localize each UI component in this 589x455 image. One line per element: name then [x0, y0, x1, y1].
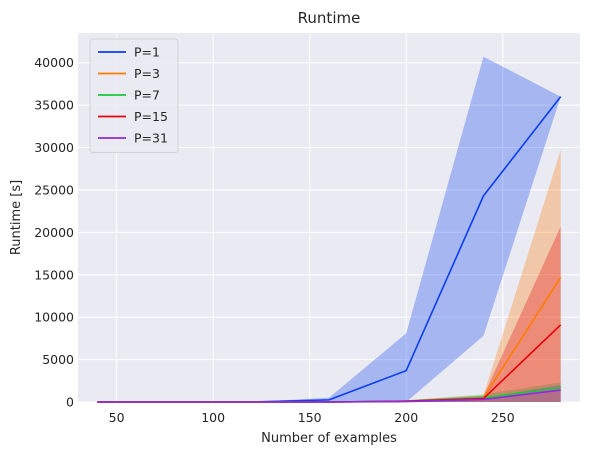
y-tick-label: 25000 — [34, 182, 74, 197]
legend: P=1 P=3 P=7 P=15 P=31 — [89, 38, 179, 153]
chart-title: Runtime — [298, 9, 361, 27]
y-tick-label: 15000 — [34, 267, 74, 282]
y-tick-label: 40000 — [34, 55, 74, 70]
confidence-bands — [97, 56, 561, 403]
legend-label: P=31 — [134, 131, 168, 146]
series-lines — [97, 96, 562, 403]
grid-lines — [78, 33, 580, 403]
legend-label: P=3 — [134, 66, 160, 81]
legend-label: P=1 — [134, 45, 160, 60]
x-tick-label: 100 — [201, 410, 225, 425]
y-tick-label: 20000 — [34, 225, 74, 240]
band-p-31 — [97, 385, 561, 402]
y-tick-label: 10000 — [34, 310, 74, 325]
y-axis-label: Runtime [s] — [9, 180, 24, 255]
y-tick-label: 35000 — [34, 98, 74, 113]
x-tick-label: 250 — [491, 410, 515, 425]
band-p-3 — [97, 150, 561, 402]
y-tick-label: 0 — [66, 395, 74, 410]
band-p-1 — [97, 56, 561, 403]
line-p-31 — [97, 389, 561, 403]
y-tick-label: 5000 — [42, 352, 74, 367]
legend-box — [89, 38, 179, 153]
legend-label: P=15 — [134, 109, 168, 124]
x-axis-label: Number of examples — [261, 431, 397, 446]
legend-label: P=7 — [134, 88, 160, 103]
x-tick-label: 50 — [109, 410, 125, 425]
band-p-7 — [97, 382, 561, 402]
x-tick-label: 150 — [298, 410, 322, 425]
x-axis-ticks: 50 100 150 200 250 — [109, 410, 515, 425]
band-p-15 — [97, 226, 561, 402]
x-tick-label: 200 — [394, 410, 418, 425]
y-axis-ticks: 0 5000 10000 15000 20000 25000 30000 35000 40000 — [34, 55, 74, 409]
y-tick-label: 30000 — [34, 140, 74, 155]
